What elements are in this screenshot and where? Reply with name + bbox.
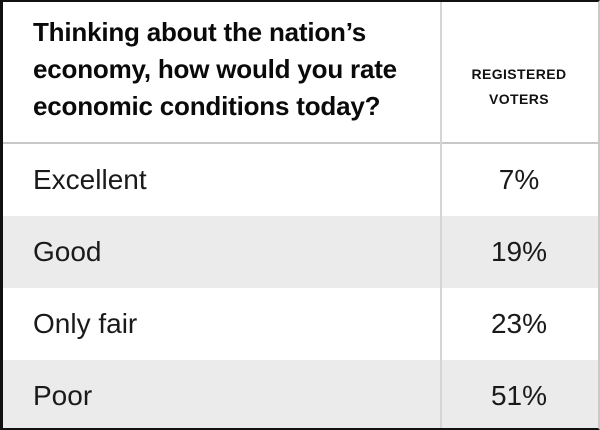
row-label: Only fair xyxy=(33,308,138,339)
row-value: 7% xyxy=(498,164,540,195)
table-row-poor: Poor 51% xyxy=(3,360,598,428)
question-line-3: economic conditions today? xyxy=(33,91,381,121)
column-header-line-2: VOTERS xyxy=(489,91,549,107)
row-label: Excellent xyxy=(33,164,147,195)
row-label: Poor xyxy=(33,380,93,411)
row-value: 19% xyxy=(490,236,548,267)
column-divider xyxy=(440,2,442,428)
question-line-1: Thinking about the nation’s xyxy=(33,17,367,47)
table-row-excellent: Excellent 7% xyxy=(3,144,598,216)
question-title: Thinking about the nation’s economy, how… xyxy=(3,2,440,142)
row-value: 23% xyxy=(490,308,548,339)
row-value: 51% xyxy=(490,380,548,411)
table-row-good: Good 19% xyxy=(3,216,598,288)
header-rule xyxy=(3,142,598,144)
column-header-line-1: REGISTERED xyxy=(471,66,567,82)
row-label: Good xyxy=(33,236,102,267)
table-header: Thinking about the nation’s economy, how… xyxy=(3,2,598,142)
table-body: Excellent 7% Good 19% Only fair 23% Poor… xyxy=(3,144,598,428)
question-line-2: economy, how would you rate xyxy=(33,54,397,84)
column-header-registered-voters: REGISTERED VOTERS xyxy=(440,2,598,142)
table-row-only-fair: Only fair 23% xyxy=(3,288,598,360)
